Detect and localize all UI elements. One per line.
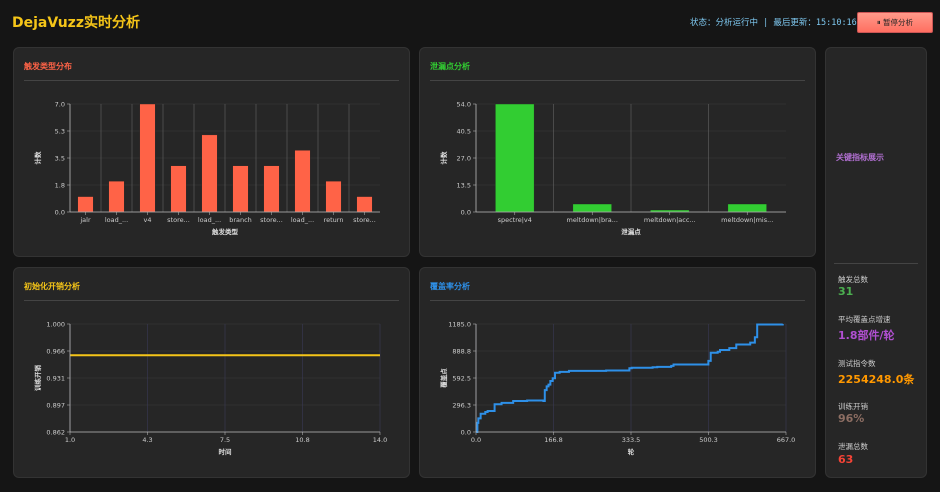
divider	[430, 300, 805, 301]
bar	[201, 134, 218, 213]
x-tick-label: 1.0	[65, 436, 75, 444]
metric-label-coverage-rate: 平均覆盖点增速	[838, 315, 891, 324]
trigger-type-chart: 0.0 1.8 3.5 5.3 7.0 jalr load_... v4 store... loa…	[33, 101, 380, 236]
x-tick-label: load_...	[291, 216, 314, 224]
x-tick-label: 10.8	[295, 436, 309, 444]
y-tick-label: 888.8	[452, 348, 471, 356]
x-axis-label: 轮	[628, 447, 635, 456]
coverage-chart: 0.0 296.3 592.5 888.8 1185.0 0.0 166.8 333.5 500…	[439, 321, 796, 457]
bar	[263, 165, 280, 213]
x-tick-label: load_...	[198, 216, 221, 224]
x-tick-label: store...	[353, 216, 376, 224]
bar	[232, 165, 249, 213]
metric-label-training-overhead: 训练开销	[838, 402, 868, 411]
bar	[572, 203, 612, 213]
leak-point-chart: 0.0 13.5 27.0 40.5 54.0 spectre|v4 meltdown|br…	[439, 101, 786, 236]
metrics-title: 关键指标展示	[836, 153, 884, 162]
y-tick-label: 592.5	[452, 375, 471, 383]
init-overhead-chart: 0.862 0.897 0.931 0.966 1.000 1.0 4.3 7.5 10.8 14…	[33, 321, 387, 457]
y-axis-label: 覆盖点	[439, 368, 448, 388]
metric-value-trigger-total: 31	[838, 285, 854, 298]
y-tick-label: 7.0	[55, 101, 65, 109]
metrics-panel: 关键指标展示 触发总数 31 平均覆盖点增速 1.8部件/轮 测试指令数 225…	[825, 47, 927, 478]
y-tick-label: 13.5	[457, 182, 471, 190]
y-tick-label: 3.5	[55, 155, 65, 163]
y-tick-label: 0.966	[46, 348, 65, 356]
x-tick-label: 166.8	[544, 436, 563, 444]
x-tick-label: meltdown|mis...	[721, 216, 773, 224]
y-tick-label: 1185.0	[448, 321, 471, 329]
bar	[294, 150, 311, 213]
trigger-type-panel: 触发类型分布 0.0 1.8 3.5 5.3 7.0 jalr load_... v4 stor…	[13, 47, 410, 257]
init-overhead-panel: 初始化开销分析 0.862 0.897 0.931 0.966 1.000 1.0 4.3 7…	[13, 267, 410, 478]
init-panel-title: 初始化开销分析	[24, 282, 80, 291]
x-tick-label: store...	[260, 216, 283, 224]
x-axis-label: 时间	[219, 447, 233, 456]
series-line	[476, 323, 784, 433]
metric-value-test-instructions: 2254248.0条	[838, 373, 915, 386]
y-tick-label: 0.0	[461, 429, 471, 437]
x-tick-label: spectre|v4	[498, 216, 532, 224]
metric-value-coverage-rate: 1.8部件/轮	[838, 329, 895, 342]
coverage-panel-title: 覆盖率分析	[430, 282, 470, 291]
y-axis-label: 训练开销	[33, 365, 42, 392]
x-tick-label: 0.0	[471, 436, 481, 444]
y-tick-label: 5.3	[55, 128, 65, 136]
metric-value-training-overhead: 96%	[838, 412, 865, 425]
metric-label-trigger-total: 触发总数	[838, 275, 868, 284]
app-title: DejaVuzz实时分析	[12, 15, 140, 31]
y-tick-label: 1.8	[55, 182, 65, 190]
x-tick-label: meltdown|bra...	[567, 216, 618, 224]
x-tick-label: 500.3	[699, 436, 718, 444]
x-tick-label: 667.0	[777, 436, 796, 444]
bar	[495, 103, 535, 213]
bar	[108, 180, 125, 213]
bar	[325, 180, 342, 213]
divider	[24, 80, 399, 81]
coverage-panel: 覆盖率分析 0.0 296.3 592.5 888.8 1185.0 0.0 166.8 33…	[419, 267, 816, 478]
x-axis-label: 触发类型	[211, 227, 239, 236]
y-tick-label: 296.3	[452, 402, 471, 410]
leak-point-panel: 泄漏点分析 0.0 13.5 27.0 40.5 54.0 spectre|v4 meltd…	[419, 47, 816, 257]
x-tick-label: return	[324, 216, 344, 224]
divider	[24, 300, 399, 301]
metric-label-leak-total: 泄漏总数	[838, 442, 868, 451]
divider	[430, 80, 805, 81]
bar	[139, 103, 156, 213]
y-tick-label: 27.0	[457, 155, 471, 163]
x-tick-label: 7.5	[220, 436, 230, 444]
y-tick-label: 0.0	[55, 209, 65, 217]
trigger-panel-title: 触发类型分布	[24, 62, 72, 71]
x-tick-label: 4.3	[142, 436, 152, 444]
y-axis-label: 计数	[439, 151, 448, 165]
y-tick-label: 1.000	[46, 321, 65, 329]
y-tick-label: 54.0	[457, 101, 471, 109]
bar	[77, 196, 94, 213]
x-tick-label: branch	[229, 216, 252, 224]
y-tick-label: 40.5	[457, 128, 471, 136]
leak-panel-title: 泄漏点分析	[430, 62, 470, 71]
x-tick-label: load_...	[105, 216, 128, 224]
x-tick-label: meltdown|acc...	[644, 216, 696, 224]
divider	[834, 263, 918, 264]
status-text: 状态：分析运行中 | 最后更新：15:10:16	[690, 18, 857, 28]
y-tick-label: 0.931	[46, 375, 65, 383]
y-tick-label: 0.0	[461, 209, 471, 217]
pause-analysis-button[interactable]: ⏸ 暂停分析	[857, 12, 933, 33]
y-tick-label: 0.862	[46, 429, 65, 437]
metric-value-leak-total: 63	[838, 453, 854, 466]
x-tick-label: 333.5	[622, 436, 641, 444]
x-axis-label: 泄漏点	[621, 227, 641, 236]
x-tick-label: store...	[167, 216, 190, 224]
bar	[356, 196, 373, 213]
x-tick-label: jalr	[79, 216, 91, 224]
y-tick-label: 0.897	[46, 402, 65, 410]
x-tick-label: 14.0	[373, 436, 387, 444]
bar	[170, 165, 187, 213]
metric-label-test-instructions: 测试指令数	[838, 359, 876, 368]
y-axis-label: 计数	[33, 151, 42, 165]
bar	[727, 203, 767, 213]
x-tick-label: v4	[144, 216, 152, 224]
